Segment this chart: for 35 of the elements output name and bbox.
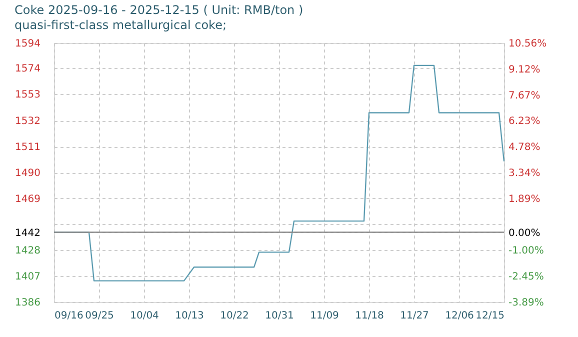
y-tick-label: 1594 [15, 38, 40, 50]
y-tick-label: 1574 [15, 63, 40, 74]
x-tick-label: 09/25 [85, 310, 114, 322]
y-tick-label: 1442 [15, 228, 40, 239]
x-tick-label: 11/27 [400, 310, 429, 322]
x-tick-label: 10/22 [220, 310, 249, 322]
y-tick-label: 1511 [15, 142, 40, 154]
y-tick-label: 1407 [15, 272, 40, 283]
y2-tick-label: -3.89% [508, 298, 544, 308]
y2-tick-label: 4.78% [508, 142, 540, 154]
x-tick-label: 10/13 [175, 310, 204, 322]
y2-tick-label: 7.67% [508, 90, 540, 102]
y-tick-label: 1532 [15, 116, 40, 128]
y-tick-label: 1553 [15, 90, 40, 101]
x-tick-label: 12/15 [476, 310, 504, 322]
y2-tick-label: 0.00% [508, 228, 540, 239]
y-tick-label: 1386 [15, 298, 40, 308]
x-tick-label: 11/09 [310, 310, 339, 322]
y2-tick-label: 10.56% [508, 38, 547, 50]
y2-tick-label: 6.23% [508, 116, 540, 128]
y2-tick-label: -2.45% [508, 272, 544, 283]
y2-tick-label: 1.89% [508, 194, 540, 205]
x-tick-label: 09/16 [54, 310, 84, 322]
y-tick-label: 1428 [15, 246, 40, 257]
x-tick-label: 12/06 [445, 310, 474, 322]
y2-tick-label: -1.00% [508, 246, 544, 257]
x-tick-label: 10/31 [265, 310, 294, 322]
y-tick-label: 1469 [15, 194, 40, 205]
x-tick-label: 10/04 [130, 310, 159, 322]
y-tick-label: 1490 [15, 168, 40, 179]
x-tick-label: 11/18 [355, 310, 384, 322]
y2-tick-label: 9.12% [508, 64, 540, 76]
chart-subtitle: quasi-first-class metallurgical coke; [14, 18, 227, 32]
chart-title: Coke 2025-09-16 - 2025-12-15 ( Unit: RMB/ton ) [14, 3, 304, 17]
y2-tick-label: 3.34% [508, 168, 540, 179]
